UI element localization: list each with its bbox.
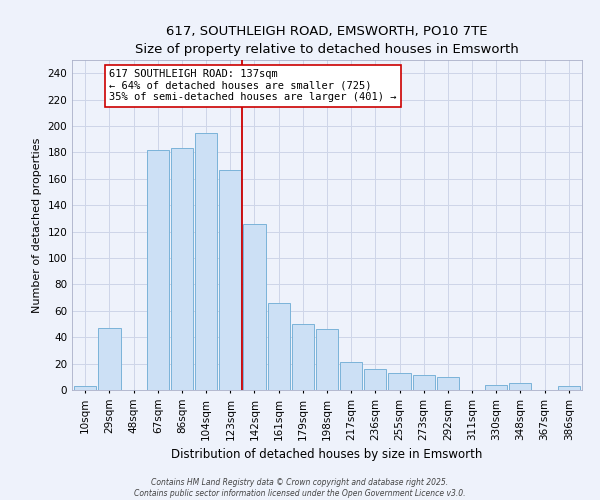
Bar: [268, 303, 290, 390]
Y-axis label: Number of detached properties: Number of detached properties: [32, 138, 42, 312]
Bar: [485, 384, 508, 390]
Bar: [388, 373, 410, 390]
Bar: [557, 386, 580, 390]
Text: Contains HM Land Registry data © Crown copyright and database right 2025.
Contai: Contains HM Land Registry data © Crown c…: [134, 478, 466, 498]
Bar: [413, 376, 435, 390]
Bar: [437, 377, 459, 390]
Bar: [171, 148, 193, 390]
Bar: [219, 170, 241, 390]
Bar: [509, 384, 532, 390]
Bar: [316, 330, 338, 390]
Bar: [98, 328, 121, 390]
Bar: [364, 369, 386, 390]
Title: 617, SOUTHLEIGH ROAD, EMSWORTH, PO10 7TE
Size of property relative to detached h: 617, SOUTHLEIGH ROAD, EMSWORTH, PO10 7TE…: [135, 25, 519, 56]
X-axis label: Distribution of detached houses by size in Emsworth: Distribution of detached houses by size …: [172, 448, 482, 461]
Text: 617 SOUTHLEIGH ROAD: 137sqm
← 64% of detached houses are smaller (725)
35% of se: 617 SOUTHLEIGH ROAD: 137sqm ← 64% of det…: [109, 69, 397, 102]
Bar: [74, 386, 97, 390]
Bar: [244, 224, 266, 390]
Bar: [340, 362, 362, 390]
Bar: [195, 132, 217, 390]
Bar: [292, 324, 314, 390]
Bar: [146, 150, 169, 390]
